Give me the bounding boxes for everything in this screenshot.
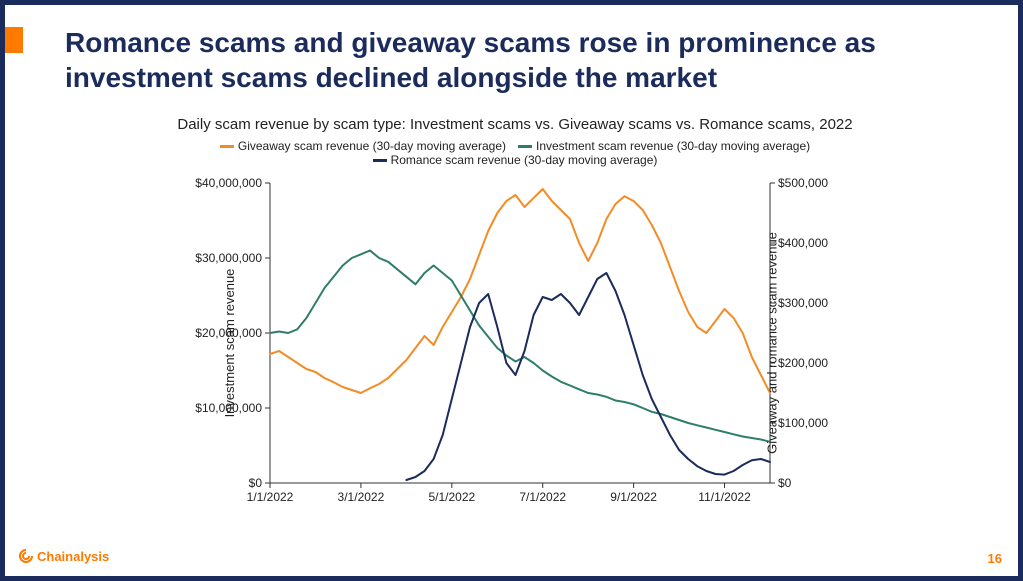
legend-swatch	[518, 145, 532, 148]
series-line	[270, 250, 770, 441]
svg-text:$500,000: $500,000	[778, 176, 828, 190]
svg-text:7/1/2022: 7/1/2022	[519, 490, 566, 504]
chart-container: Daily scam revenue by scam type: Investm…	[175, 115, 855, 535]
svg-text:$0: $0	[778, 476, 792, 490]
svg-text:$100,000: $100,000	[778, 416, 828, 430]
svg-text:$40,000,000: $40,000,000	[195, 176, 262, 190]
footer-logo-text: Chainalysis	[37, 549, 109, 564]
chart-svg: $0$10,000,000$20,000,000$30,000,000$40,0…	[175, 173, 855, 513]
svg-text:$200,000: $200,000	[778, 356, 828, 370]
svg-text:11/1/2022: 11/1/2022	[698, 490, 751, 504]
legend-label: Romance scam revenue (30-day moving aver…	[391, 153, 658, 167]
page-number: 16	[988, 551, 1002, 566]
legend-label: Investment scam revenue (30-day moving a…	[536, 139, 810, 153]
series-line	[406, 273, 770, 480]
chainalysis-icon	[19, 549, 33, 566]
slide-frame: Romance scams and giveaway scams rose in…	[0, 0, 1023, 581]
svg-text:$30,000,000: $30,000,000	[195, 251, 262, 265]
svg-text:9/1/2022: 9/1/2022	[610, 490, 657, 504]
chart-legend: Giveaway scam revenue (30-day moving ave…	[175, 139, 855, 167]
legend-item: Investment scam revenue (30-day moving a…	[518, 139, 810, 153]
legend-item: Romance scam revenue (30-day moving aver…	[373, 153, 658, 167]
legend-swatch	[373, 159, 387, 162]
legend-label: Giveaway scam revenue (30-day moving ave…	[238, 139, 506, 153]
svg-text:$0: $0	[249, 476, 263, 490]
svg-text:3/1/2022: 3/1/2022	[338, 490, 385, 504]
svg-text:5/1/2022: 5/1/2022	[428, 490, 475, 504]
y-left-axis-label: Investment scam revenue	[222, 268, 237, 417]
chart-plot: Investment scam revenue Giveaway and rom…	[175, 173, 855, 513]
svg-text:1/1/2022: 1/1/2022	[247, 490, 294, 504]
svg-text:$300,000: $300,000	[778, 296, 828, 310]
slide-title: Romance scams and giveaway scams rose in…	[65, 25, 978, 95]
accent-block	[5, 27, 23, 53]
chart-title: Daily scam revenue by scam type: Investm…	[175, 115, 855, 135]
y-right-axis-label: Giveaway and romance scam revenue	[765, 232, 780, 454]
svg-text:$400,000: $400,000	[778, 236, 828, 250]
legend-item: Giveaway scam revenue (30-day moving ave…	[220, 139, 506, 153]
legend-swatch	[220, 145, 234, 148]
footer-logo: Chainalysis	[19, 549, 109, 566]
